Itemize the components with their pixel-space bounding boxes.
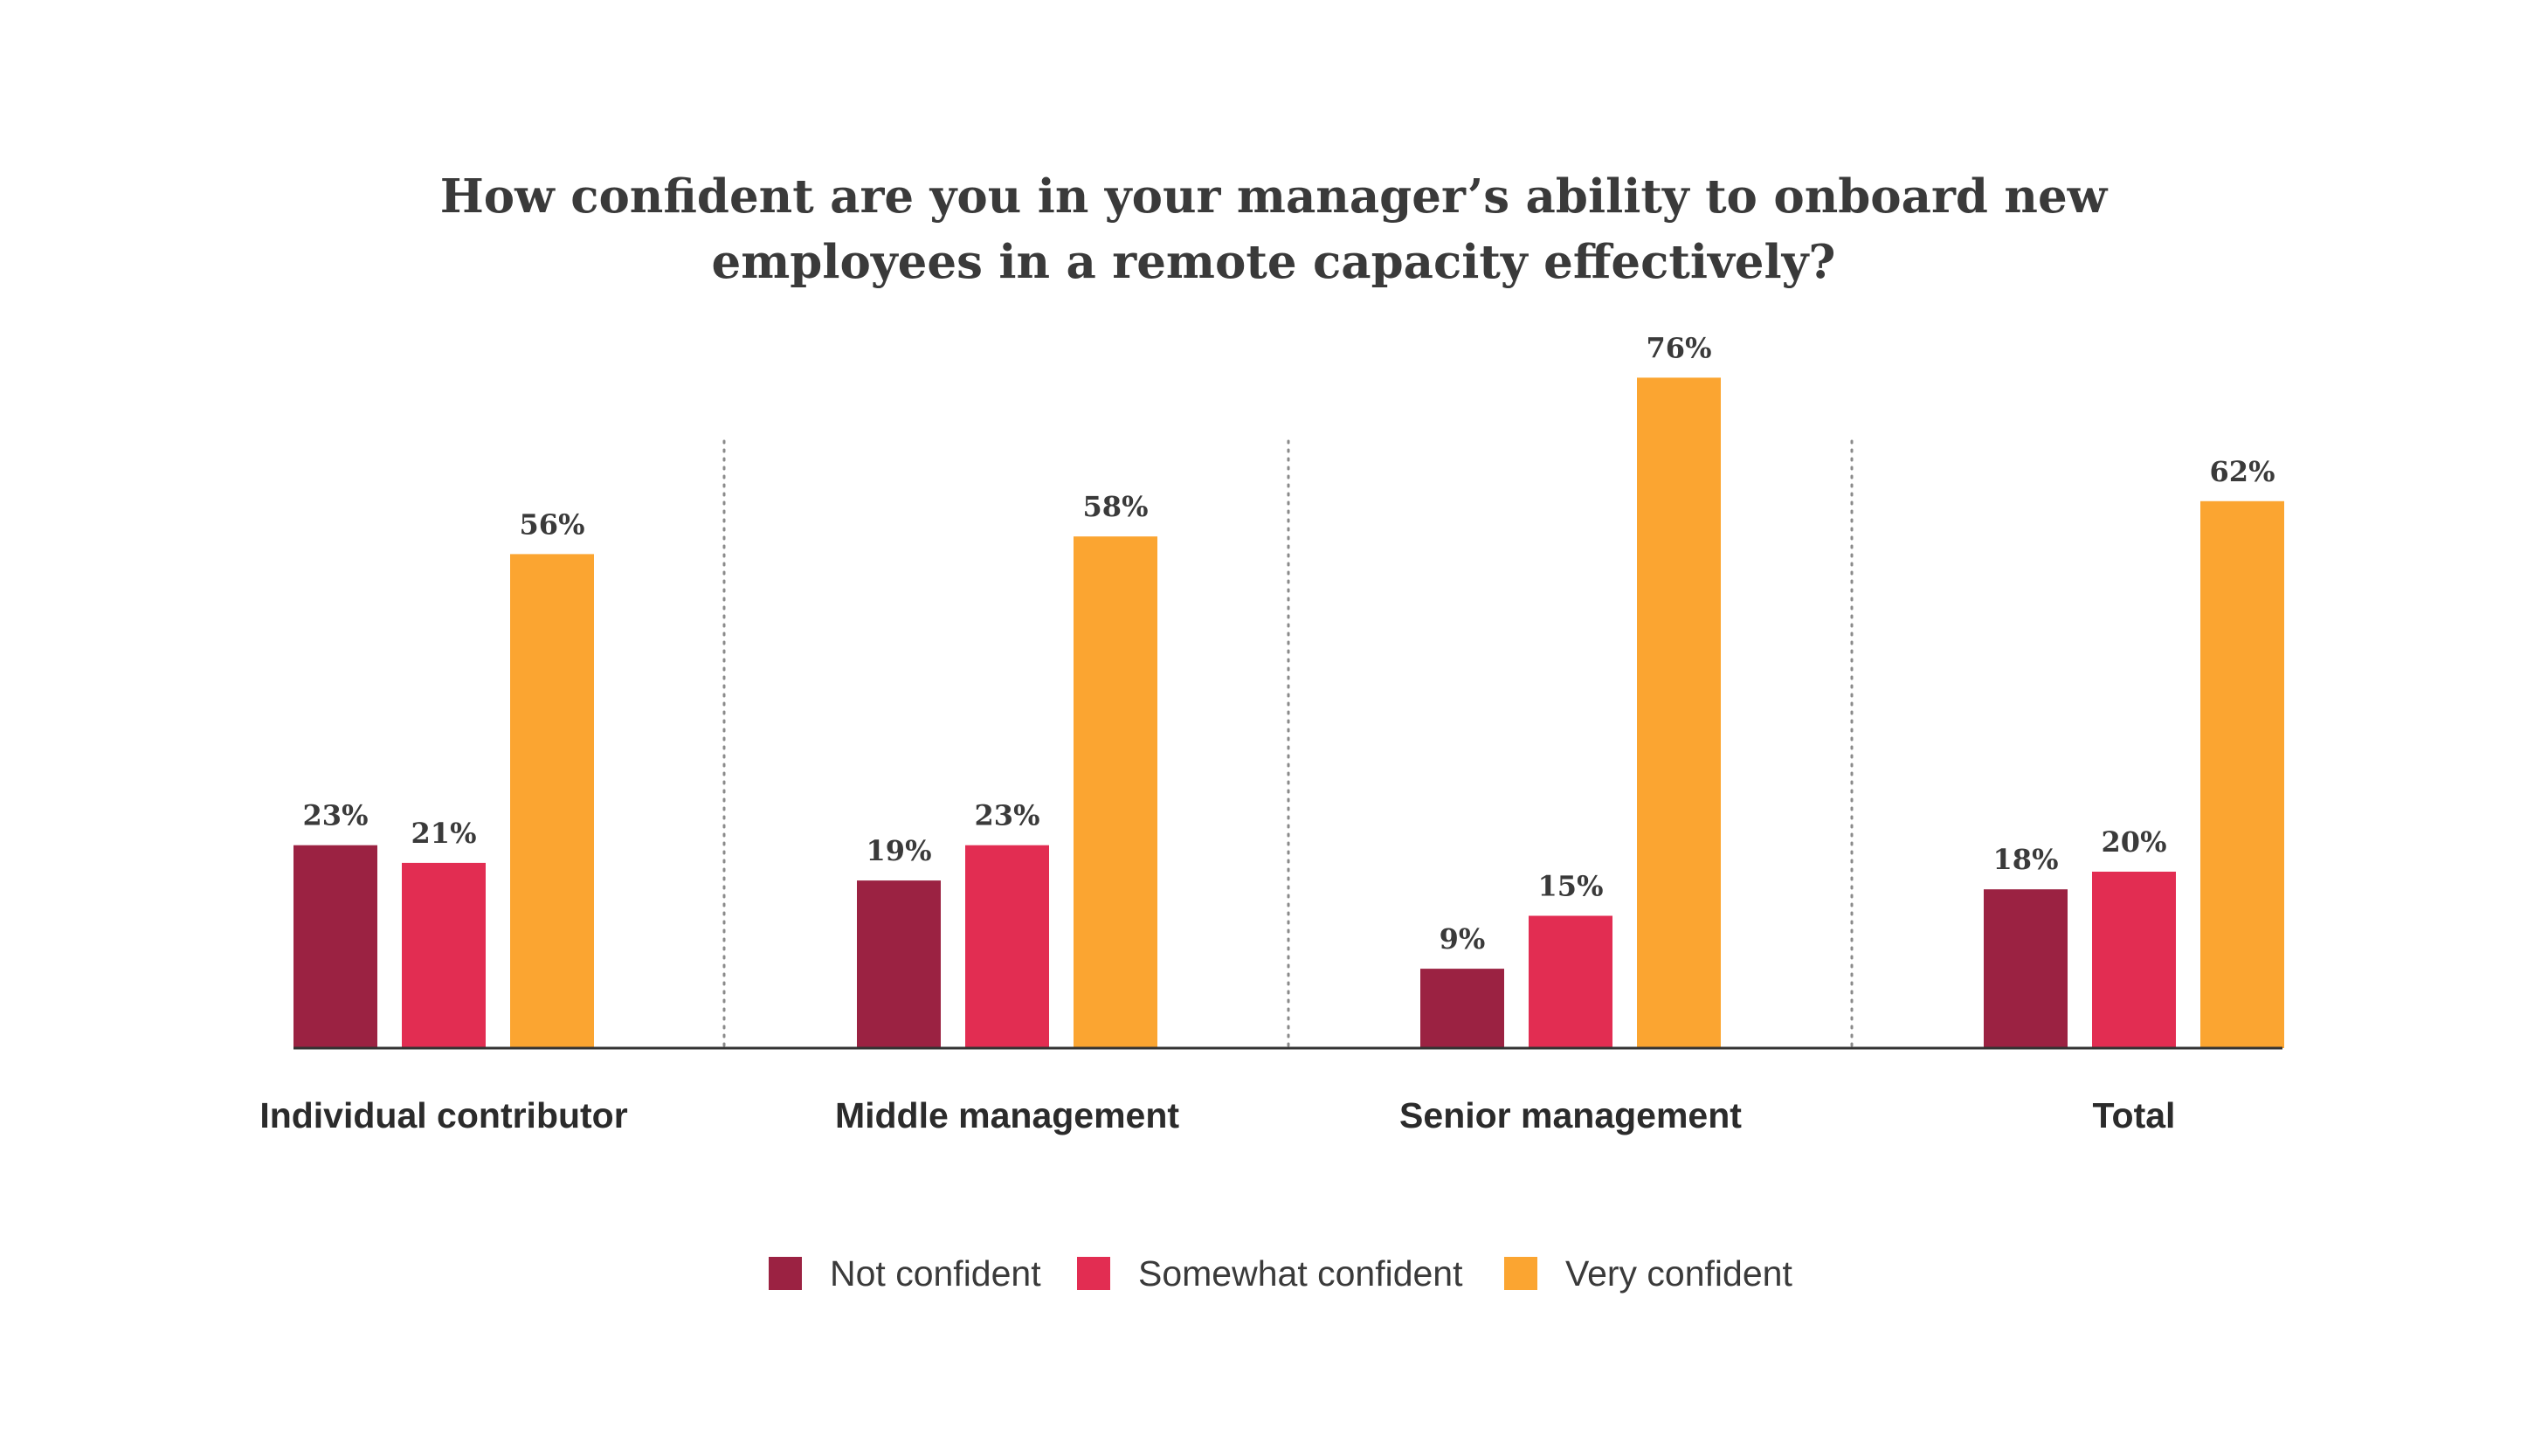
bar-somewhat-confident [965,845,1049,1048]
bar-very-confident [510,554,594,1048]
data-label-very-confident: 76% [1647,331,1712,364]
bar-somewhat-confident [402,862,486,1048]
legend-label-somewhat-confident: Somewhat confident [1138,1253,1463,1294]
legend-swatch-somewhat-confident [1077,1257,1110,1290]
legend-label-very-confident: Very confident [1565,1253,1792,1294]
bar-very-confident [1637,377,1721,1048]
bar-very-confident [1074,536,1157,1048]
category-label: Middle management [835,1095,1179,1135]
category-label: Total [2093,1095,2176,1135]
bar-not-confident [857,880,941,1048]
legend-label-not-confident: Not confident [830,1253,1041,1294]
bars [293,377,2284,1048]
data-label-not-confident: 18% [1993,843,2059,876]
data-label-not-confident: 9% [1440,922,1486,956]
data-label-somewhat-confident: 23% [975,799,1040,832]
legend-swatch-not-confident [769,1257,802,1290]
data-label-very-confident: 62% [2210,455,2275,488]
legend-swatch-very-confident [1504,1257,1537,1290]
chart-title: How confident are you in your manager’s … [440,169,2109,289]
data-label-very-confident: 58% [1083,490,1149,523]
bar-not-confident [1984,889,2068,1048]
category-label: Individual contributor [259,1095,627,1135]
data-label-somewhat-confident: 15% [1538,870,1604,903]
data-label-not-confident: 19% [867,834,932,867]
bar-not-confident [1420,969,1504,1048]
data-labels: 23% 21% 56% 19% 23% 58% 9% 15% 76% 18% 20% 62% [303,331,2275,956]
bar-very-confident [2200,500,2284,1048]
legend: Not confident Somewhat confident Very conf… [769,1253,1792,1294]
data-label-not-confident: 23% [303,799,369,832]
category-label: Senior management [1399,1095,1742,1135]
group-separators [722,439,1854,1050]
category-labels: Individual contributor Middle management S… [259,1095,2175,1135]
bar-not-confident [293,845,377,1048]
chart-title-line-1: How confident are you in your manager’s … [440,169,2109,224]
chart-title-line-2: employees in a remote capacity effective… [712,235,1836,289]
data-label-very-confident: 56% [520,507,585,541]
data-label-somewhat-confident: 21% [411,817,477,850]
bar-somewhat-confident [2092,872,2176,1048]
bar-somewhat-confident [1529,915,1612,1048]
data-label-somewhat-confident: 20% [2102,825,2167,859]
